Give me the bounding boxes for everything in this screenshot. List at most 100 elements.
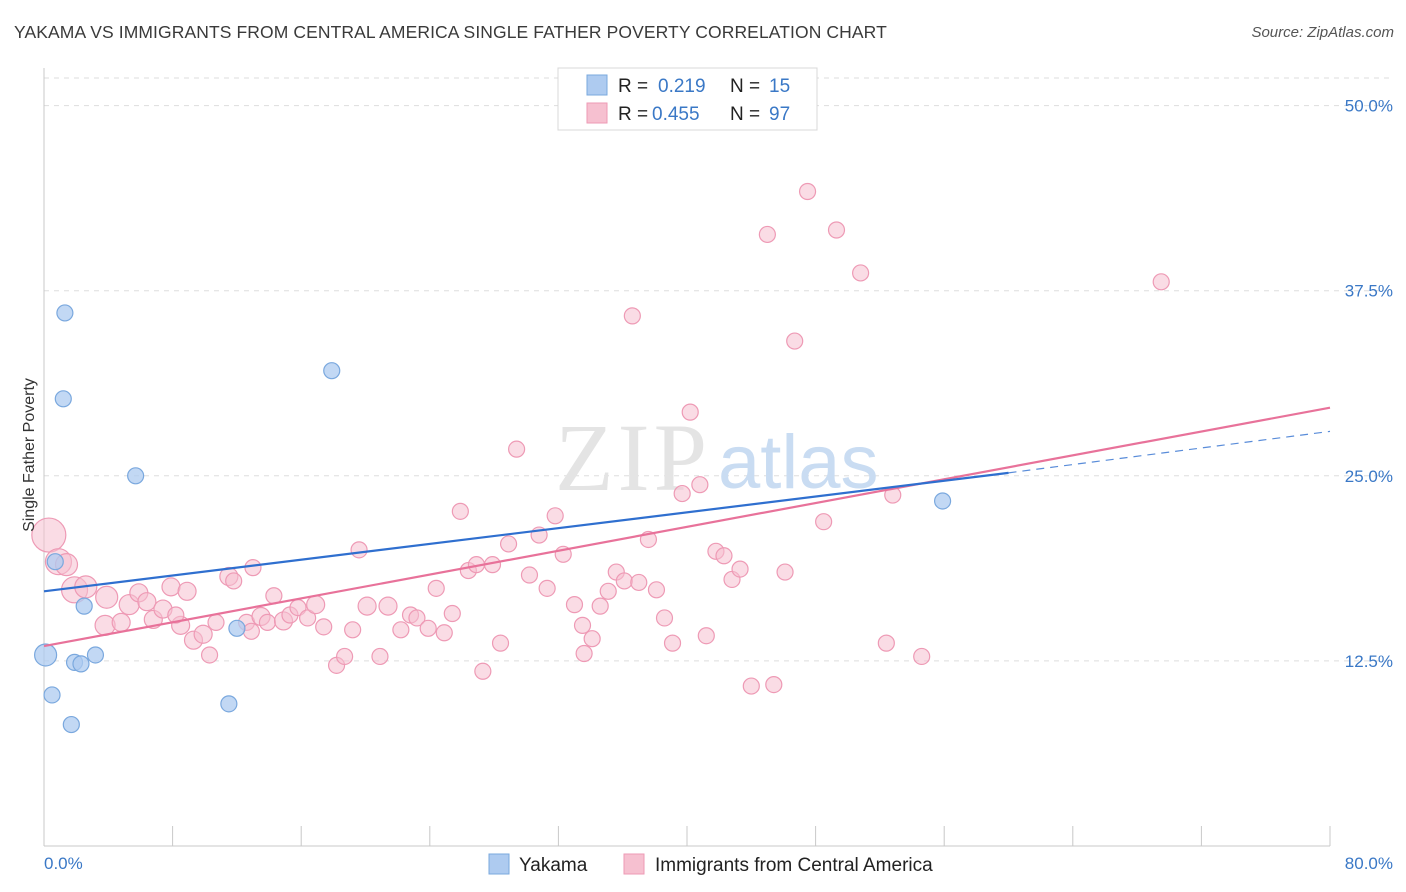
central-america-point-71 [655, 609, 674, 627]
yakama-point-3 [56, 304, 74, 322]
central-america-point-13 [161, 577, 181, 597]
yakama-point-4 [54, 390, 72, 408]
central-america-point-30 [299, 609, 317, 627]
legend-r-value-1: 0.219 [658, 76, 706, 97]
central-america-point-44 [427, 579, 445, 597]
trend-lines [43, 406, 1331, 648]
central-america-point-88 [827, 221, 846, 239]
central-america-point-73 [673, 484, 691, 503]
series-central-america-points [31, 182, 1170, 695]
bottom-legend-swatch-yakama [488, 853, 510, 875]
yakama-point-12 [228, 619, 246, 637]
legend-n-label-2: N = [730, 104, 760, 125]
central-america-point-0 [31, 517, 67, 553]
central-america-point-83 [765, 675, 783, 694]
watermark-atlas: atlas [718, 420, 879, 505]
central-america-point-39 [378, 596, 398, 616]
central-america-point-63 [591, 597, 609, 615]
gridlines [44, 77, 1394, 662]
central-america-point-67 [623, 307, 641, 325]
central-america-point-90 [877, 634, 895, 652]
legend-n-value-2: 97 [769, 104, 790, 125]
central-america-point-55 [520, 566, 539, 584]
central-america-point-72 [663, 634, 682, 652]
central-america-point-21 [225, 572, 243, 590]
central-america-point-87 [815, 513, 833, 531]
central-america-point-76 [697, 627, 715, 645]
central-america-point-25 [258, 613, 277, 632]
central-america-point-75 [691, 476, 709, 494]
central-america-point-92 [913, 647, 931, 666]
yakama-point-9 [86, 646, 105, 664]
y-tick-label-3: 50.0% [1345, 97, 1393, 116]
series-yakama-points [34, 304, 952, 734]
yakama-point-2 [46, 553, 64, 571]
central-america-point-95 [167, 606, 185, 624]
central-america-point-42 [408, 609, 426, 627]
central-america-point-68 [630, 573, 648, 592]
central-america-point-86 [798, 182, 817, 201]
x-tick-label-1: 80.0% [1345, 854, 1393, 873]
central-america-point-17 [193, 624, 213, 644]
central-america-point-82 [758, 225, 776, 244]
legend-n-label-1: N = [730, 76, 760, 97]
central-america-point-19 [207, 613, 225, 632]
yakama-point-0 [34, 643, 58, 667]
legend-r-label-1: R = [618, 76, 648, 97]
y-tick-label-0: 12.5% [1345, 652, 1393, 671]
x-tick-label-0: 0.0% [44, 854, 83, 873]
yakama-point-5 [62, 715, 80, 734]
central-america-point-94 [244, 559, 262, 577]
central-america-point-10 [137, 592, 157, 612]
central-america-point-89 [852, 264, 870, 282]
y-tick-labels: 12.5% 25.0% 37.5% 50.0% [1345, 97, 1393, 671]
central-america-point-36 [350, 541, 368, 559]
central-america-point-62 [583, 630, 601, 648]
central-america-point-78 [715, 547, 733, 565]
yakama-point-10 [127, 467, 145, 485]
bottom-legend-yakama: Yakama [519, 855, 588, 876]
yakama-point-13 [323, 362, 341, 380]
central-america-trend-line [43, 406, 1331, 648]
central-america-point-31 [306, 595, 326, 615]
central-america-point-32 [315, 618, 333, 636]
central-america-point-60 [565, 596, 584, 614]
central-america-point-35 [344, 621, 362, 639]
central-america-point-61 [575, 644, 593, 663]
central-america-point-54 [508, 440, 526, 458]
central-america-point-47 [451, 502, 469, 520]
central-america-point-5 [95, 585, 119, 609]
axes [43, 68, 1331, 847]
central-america-point-64 [599, 582, 617, 600]
yakama-trend-line [43, 471, 1009, 593]
central-america-point-34 [336, 647, 354, 666]
bottom-legend-central-america: Immigrants from Central America [655, 855, 933, 876]
x-tick-labels: 0.0% 80.0% [44, 854, 1393, 873]
central-america-point-38 [371, 647, 389, 666]
chart-title: YAKAMA VS IMMIGRANTS FROM CENTRAL AMERIC… [14, 22, 887, 42]
legend-swatch-central-america [586, 102, 608, 124]
yakama-point-11 [220, 695, 238, 713]
central-america-point-15 [177, 581, 197, 601]
correlation-legend: R = 0.219 N = 15 R = 0.455 N = 97 [557, 67, 818, 131]
y-tick-label-2: 37.5% [1345, 282, 1393, 301]
central-america-point-81 [742, 677, 760, 695]
central-america-point-40 [392, 621, 410, 639]
central-america-point-7 [111, 612, 131, 633]
yakama-trend-line-extension [1008, 430, 1331, 474]
central-america-point-93 [1152, 273, 1170, 291]
yakama-point-7 [72, 655, 90, 673]
central-america-point-85 [786, 332, 804, 350]
yakama-point-8 [75, 597, 93, 615]
central-america-point-52 [491, 634, 510, 652]
central-america-point-70 [647, 581, 666, 599]
central-america-point-43 [419, 619, 437, 637]
yakama-point-14 [933, 492, 952, 510]
central-america-point-84 [776, 563, 794, 581]
central-america-point-80 [731, 560, 749, 578]
legend-n-value-1: 15 [769, 76, 790, 97]
central-america-point-58 [546, 507, 564, 525]
central-america-point-18 [200, 646, 219, 664]
bottom-legend-swatch-central-america [623, 853, 645, 875]
